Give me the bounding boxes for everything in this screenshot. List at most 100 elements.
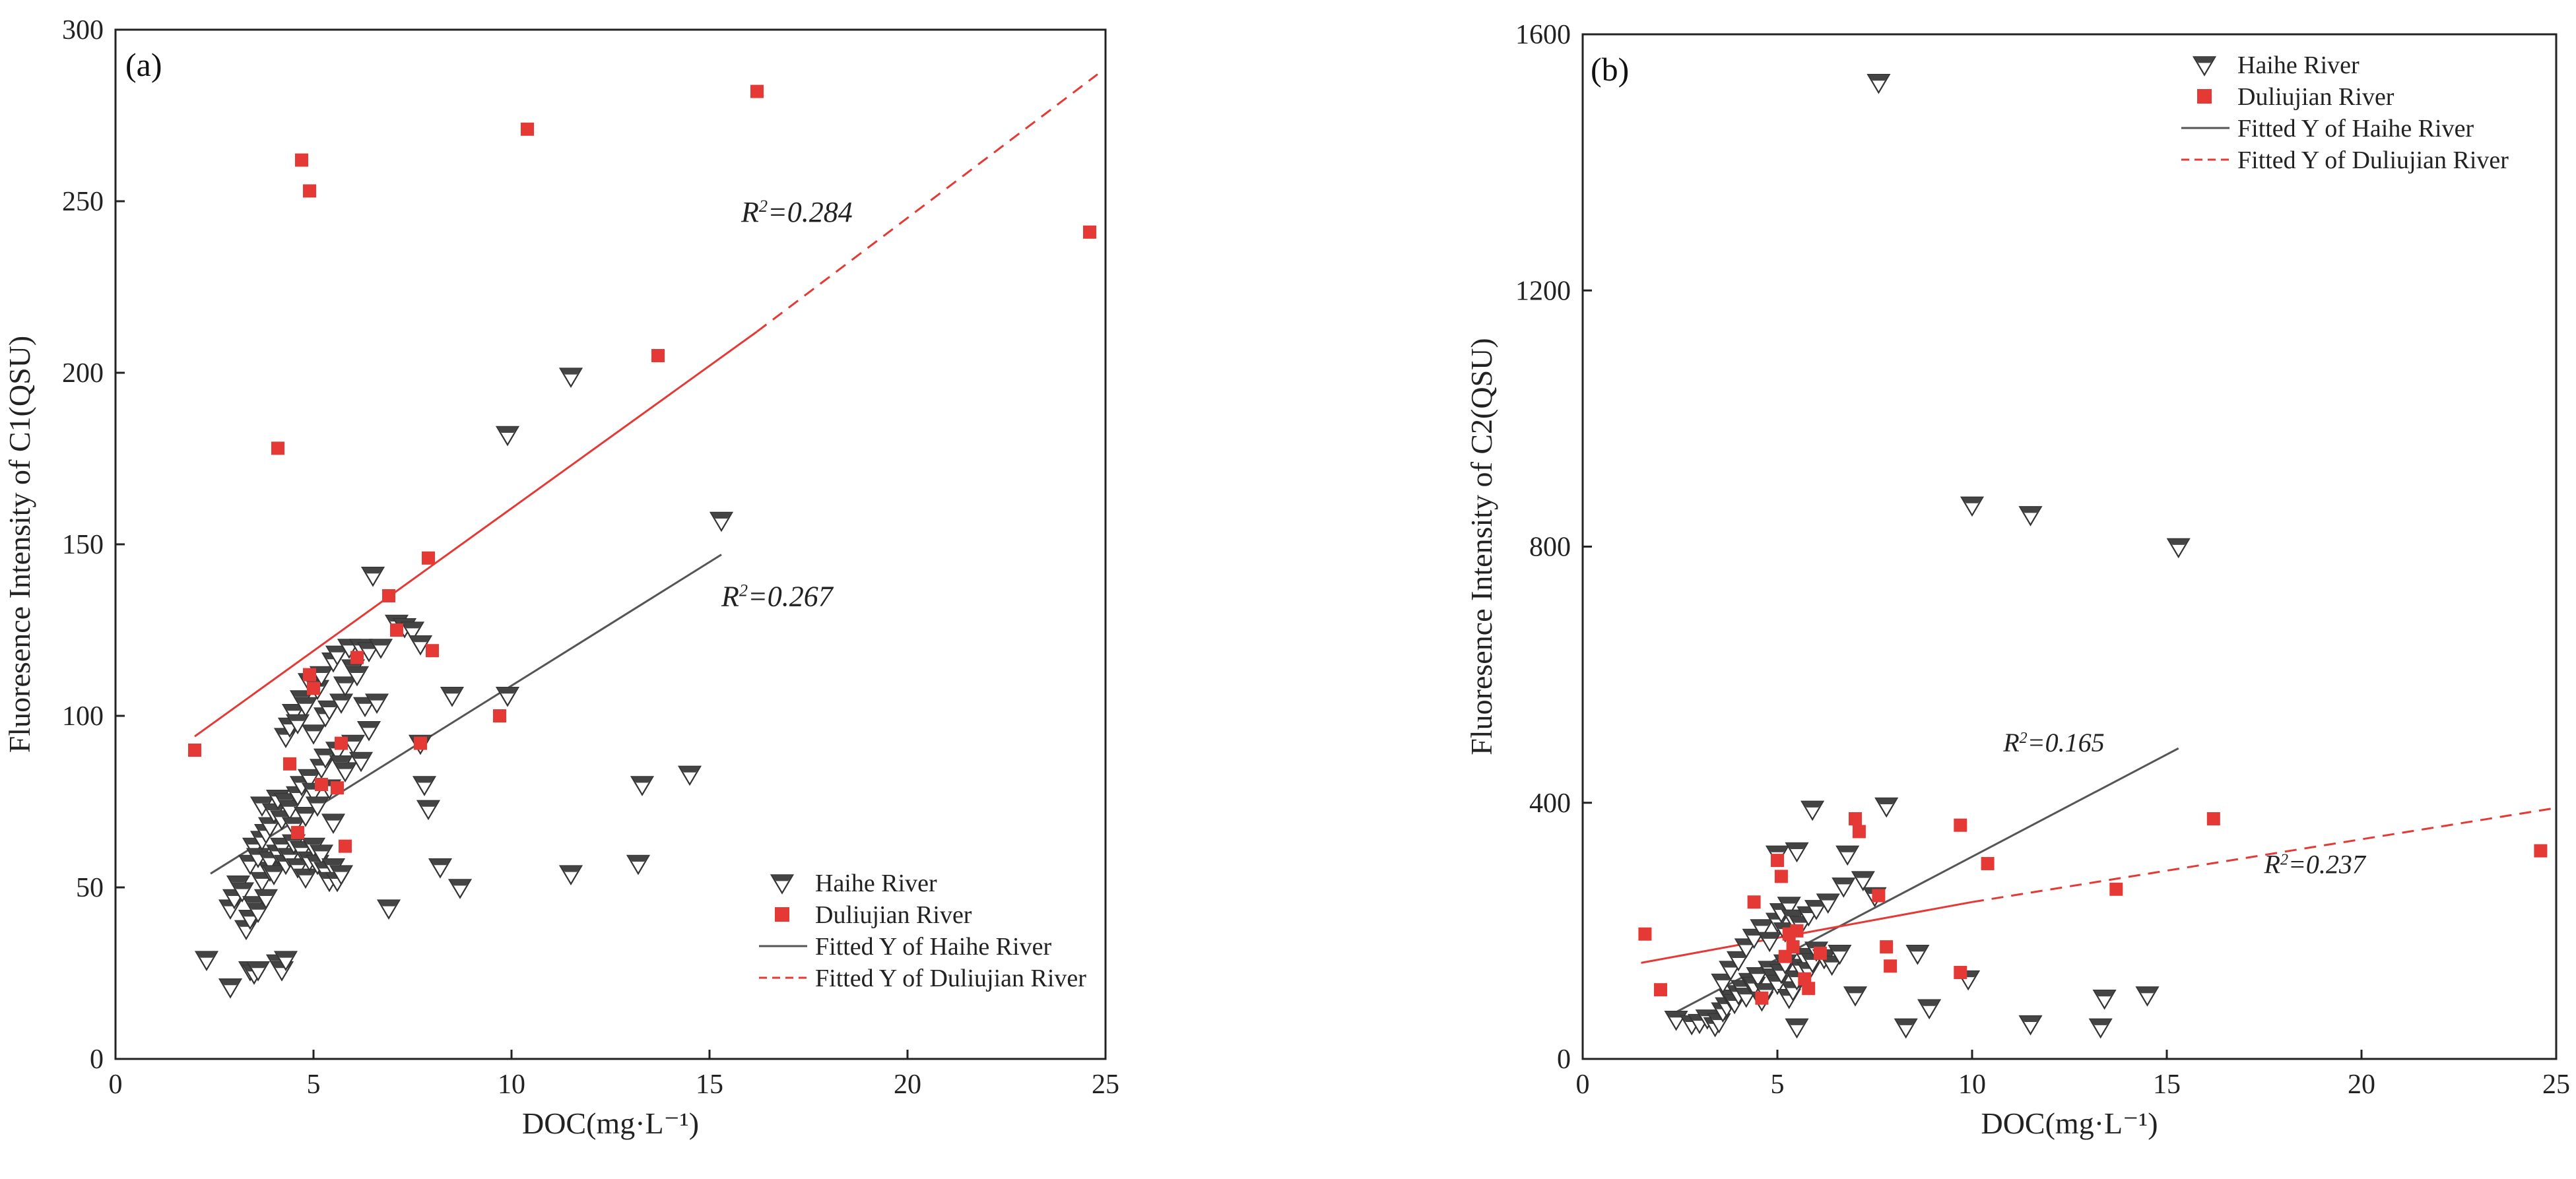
duliujian-point [651, 349, 665, 362]
haihe-point [273, 951, 298, 971]
haihe-point [1758, 932, 1782, 953]
haihe-point-shade [449, 879, 471, 886]
panel-label: (b) [1591, 51, 1629, 88]
y-tick-label: 50 [76, 873, 104, 903]
y-tick-label: 100 [62, 701, 104, 732]
haihe-point-shade [350, 752, 372, 759]
duliujian-point [303, 668, 316, 682]
haihe-point-shade [330, 756, 352, 763]
haihe-point-shade [2020, 507, 2041, 513]
haihe-point [293, 806, 318, 827]
haihe-point-shade [1868, 75, 1890, 81]
haihe-point [194, 951, 219, 971]
haihe-point-shade [1961, 497, 1983, 503]
haihe-point [285, 714, 310, 735]
fit-line-duliujian-dashed [756, 73, 1098, 333]
duliujian-point [2197, 89, 2212, 104]
legend: Haihe River Duliujian River Fitted Y of Ha… [2181, 51, 2509, 174]
duliujian-point [1813, 946, 1827, 960]
haihe-point-shade [1918, 1000, 1940, 1006]
haihe-point [246, 961, 271, 982]
fit-line-duliujian-solid [194, 331, 758, 738]
haihe-point-shade [1876, 798, 1898, 805]
haihe-point [261, 865, 286, 885]
duliujian-point [307, 682, 320, 695]
haihe-point [309, 844, 334, 865]
haihe-point-shade [294, 869, 317, 876]
haihe-point-shade [631, 777, 653, 783]
duliujian-point [1872, 889, 1886, 903]
haihe-point [253, 889, 279, 910]
haihe-point [329, 865, 354, 885]
duliujian-point [1954, 818, 1967, 832]
haihe-point-shade [1817, 894, 1839, 901]
haihe-point-shade [346, 666, 368, 673]
haihe-point-shade [326, 646, 348, 653]
haihe-point [329, 693, 354, 714]
haihe-point [709, 511, 734, 532]
haihe-point-shade [1759, 932, 1781, 939]
haihe-point-shade [358, 722, 380, 728]
duliujian-point [303, 184, 316, 198]
haihe-point [325, 645, 350, 666]
haihe-point [558, 865, 583, 885]
haihe-point-shade [282, 705, 305, 711]
duliujian-point [750, 84, 764, 98]
legend-label-fit-duliujian: Fitted Y of Duliujian River [2237, 146, 2509, 174]
duliujian-point [335, 736, 348, 750]
haihe-point-shade [362, 567, 384, 574]
y-tick-label: 200 [62, 358, 104, 389]
haihe-point [313, 748, 338, 769]
haihe-point [1816, 893, 1840, 914]
haihe-point-shade [401, 622, 424, 629]
duliujian-point [271, 441, 284, 455]
haihe-point-shade [2193, 57, 2216, 63]
haihe-point-shade [1766, 846, 1789, 852]
haihe-point [400, 621, 425, 642]
haihe-point-shade [378, 900, 400, 907]
haihe-point-shade [330, 866, 352, 872]
haihe-point-shade [275, 794, 297, 800]
legend: Haihe River Duliujian River Fitted Y of Ha… [759, 870, 1086, 992]
haihe-point-shade [247, 903, 269, 910]
haihe-point-shade [298, 769, 321, 776]
duliujian-point [2534, 844, 2548, 858]
haihe-point [630, 776, 655, 796]
haihe-point-shade [294, 697, 317, 704]
haihe-point [1905, 945, 1930, 965]
haihe-point-shade [2094, 990, 2115, 997]
haihe-point [1874, 797, 1899, 818]
x-tick-label: 20 [2348, 1069, 2375, 1100]
haihe-point [2018, 506, 2043, 526]
legend-label-duliujian: Duliujian River [815, 901, 972, 929]
x-tick-label: 20 [894, 1069, 921, 1100]
duliujian-point [188, 744, 201, 757]
duliujian-point [493, 709, 506, 722]
y-axis-title: Fluoresence Intensity of C1(QSU) [3, 336, 36, 753]
haihe-point [1851, 871, 1875, 891]
haihe-point [1750, 919, 1774, 940]
haihe-point-shade [496, 426, 519, 433]
haihe-point [230, 882, 255, 903]
haihe-point-shade [1778, 897, 1800, 904]
haihe-point-shade [417, 800, 440, 807]
haihe-point-shade [1844, 987, 1866, 994]
haihe-point [1917, 999, 1942, 1020]
x-tick-label: 15 [696, 1069, 723, 1100]
haihe-point [348, 751, 374, 773]
haihe-point [360, 566, 385, 587]
haihe-point-shade [678, 766, 701, 773]
haihe-point-shade [441, 687, 463, 694]
duliujian-point [414, 736, 427, 750]
x-tick-label: 25 [1092, 1069, 1119, 1100]
haihe-point-shade [322, 814, 345, 821]
duliujian-point [382, 589, 395, 602]
duliujian-points [1638, 812, 2548, 1005]
haihe-point-shade [282, 817, 305, 824]
haihe-point [428, 858, 453, 879]
haihe-point [218, 978, 243, 999]
haihe-point [317, 700, 342, 721]
duliujian-point [1771, 854, 1784, 868]
y-tick-label: 400 [1529, 788, 1571, 819]
